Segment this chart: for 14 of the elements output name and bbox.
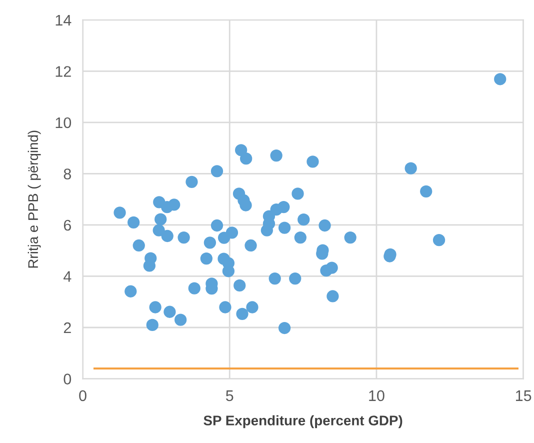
x-tick-label: 5 [226,390,234,402]
x-axis-title: SP Expenditure (percent GDP) [204,415,402,428]
y-tick-label: 6 [64,220,71,231]
x-tick-label: 15 [516,390,532,402]
y-tick-label: 0 [64,374,72,384]
y-tick-label: 10 [56,117,72,128]
y-tick-label: 2 [64,322,71,334]
y-tick-label: 12 [56,66,71,77]
x-tick-label: 0 [79,390,86,402]
y-tick-label: 8 [64,168,71,180]
y-tick-label: 14 [56,14,72,26]
x-tick-label: 10 [369,390,384,402]
y-tick-label: 4 [64,271,72,282]
y-axis-title: Rritja e PPB ( përqind) [28,130,41,268]
